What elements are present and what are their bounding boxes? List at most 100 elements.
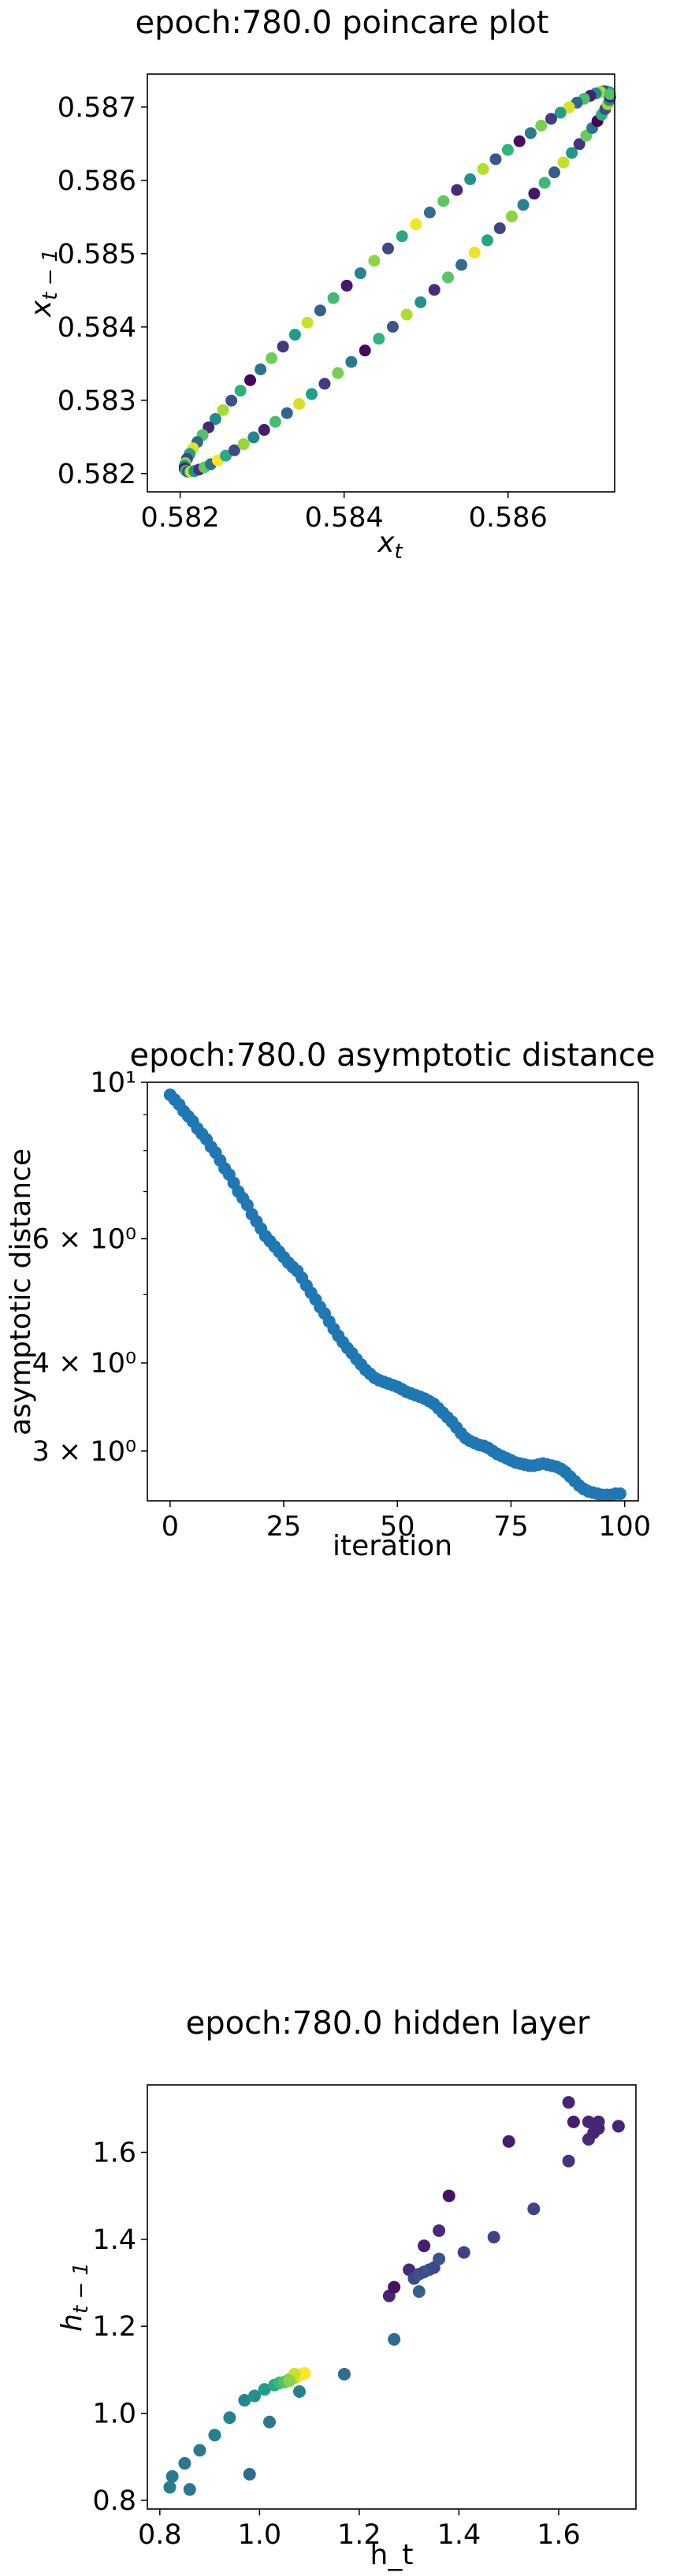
poincare-point [237, 438, 250, 451]
poincare-point [219, 449, 232, 462]
hidden-layer-point [283, 2374, 296, 2388]
hidden-layer-point [223, 2411, 236, 2425]
hidden-layer-y-ticks: 0.8 1.0 1.2 1.4 1.6 [92, 2138, 147, 2517]
poincare-point [468, 246, 481, 259]
poincare-point [382, 242, 395, 255]
x-tick-label: 1.4 [437, 2519, 481, 2551]
poincare-point [301, 316, 314, 329]
x-tick-label: 1.6 [537, 2519, 581, 2551]
poincare-point [244, 374, 257, 386]
y-tick-label: 0.583 [58, 385, 136, 417]
poincare-point [373, 333, 385, 345]
y-tick-label: 1.4 [92, 2224, 136, 2256]
hidden-layer-point [178, 2457, 191, 2470]
distance-point [613, 1487, 626, 1500]
poincare-x-ticks: 0.582 0.584 0.586 [141, 492, 548, 534]
hidden-layer-point [592, 2115, 605, 2128]
hidden-layer-point [298, 2366, 311, 2380]
poincare-point [332, 367, 344, 379]
asymptotic-distance-title: epoch:780.0 asymptotic distance [129, 1037, 655, 1074]
hidden-layer-title: epoch:780.0 hidden layer [186, 2005, 590, 2042]
poincare-point [535, 119, 548, 132]
poincare-points [178, 85, 616, 478]
poincare-point [234, 385, 247, 397]
hidden-layer-point [388, 2332, 401, 2346]
poincare-point [604, 87, 616, 100]
asymptotic-distance-x-axis-label: iteration [333, 1530, 452, 1562]
hidden-layer-point [258, 2383, 271, 2396]
hidden-layer-x-axis-label: h_t [370, 2539, 414, 2571]
hidden-layer-point [457, 2246, 470, 2259]
poincare-point [528, 188, 541, 200]
hidden-layer-point [183, 2483, 196, 2496]
asymptotic-distance-x-ticks: 0 25 50 75 100 [162, 1501, 651, 1543]
hidden-layer-point [612, 2120, 625, 2133]
hidden-layer-point [248, 2389, 262, 2403]
poincare-point [359, 344, 371, 357]
hidden-layer-point [163, 2481, 177, 2494]
poincare-point [414, 296, 427, 308]
poincare-point [288, 329, 301, 341]
poincare-point [428, 284, 441, 296]
poincare-x-axis-label: xt [377, 527, 403, 564]
poincare-point [255, 363, 267, 376]
hidden-layer-point [502, 2135, 515, 2148]
hidden-layer-point [527, 2202, 541, 2216]
hidden-layer-x-ticks: 0.8 1.0 1.2 1.4 1.6 [138, 2509, 581, 2551]
poincare-point [501, 143, 514, 156]
poincare-point [386, 321, 399, 333]
poincare-point [554, 106, 567, 119]
hidden-layer-points [163, 2096, 625, 2496]
poincare-point [563, 101, 575, 114]
poincare-point [209, 413, 221, 426]
poincare-point [400, 308, 413, 321]
hidden-layer-point [442, 2189, 455, 2202]
asymptotic-distance-frame [147, 1081, 639, 1502]
hidden-layer-point [567, 2115, 580, 2128]
x-tick-label: 0.582 [141, 502, 220, 534]
y-tick-label: 0.8 [92, 2485, 136, 2517]
y-tick-label: 1.2 [92, 2311, 136, 2343]
hidden-layer-y-axis-label: ht − 1 [56, 2262, 93, 2332]
x-tick-label: 0.586 [469, 502, 548, 534]
poincare-y-ticks: 0.582 0.583 0.584 0.585 0.586 0.587 [58, 92, 147, 490]
poincare-point [538, 177, 551, 189]
poincare-point [505, 210, 518, 223]
poincare-point [451, 184, 463, 196]
y-tick-label: 0.585 [58, 239, 136, 270]
poincare-point [354, 267, 366, 280]
poincare-point [442, 271, 455, 284]
y-tick-label: 1.0 [92, 2399, 136, 2430]
hidden-layer-point [582, 2115, 595, 2128]
poincare-point [437, 195, 450, 207]
poincare-point [217, 404, 229, 416]
x-tick-label: 0 [162, 1511, 179, 1543]
x-tick-label: 1.0 [238, 2519, 282, 2551]
poincare-plot-title: epoch:780.0 poincare plot [136, 5, 549, 41]
poincare-point [573, 138, 585, 151]
y-tick-label: 0.584 [58, 312, 136, 344]
poincare-point [247, 431, 260, 444]
x-tick-label: 0.8 [138, 2519, 182, 2551]
poincare-point [318, 378, 331, 390]
x-tick-label: 100 [598, 1511, 651, 1543]
asymptotic-distance-y-axis-label: asymptotic distance [5, 1148, 37, 1435]
hidden-layer-point [418, 2239, 431, 2253]
poincare-point [368, 255, 381, 267]
hidden-layer-point [292, 2385, 306, 2399]
hidden-layer-point [193, 2444, 206, 2457]
poincare-y-axis-label: xt − 1 [25, 249, 62, 318]
poincare-point [517, 199, 530, 211]
poincare-point [455, 259, 468, 271]
hidden-layer-point [412, 2285, 426, 2299]
hidden-layer-chart: epoch:780.0 hidden layer 0.8 1.0 1.2 1.4 1.6… [56, 2005, 637, 2571]
poincare-point [293, 397, 306, 410]
asymptotic-distance-points [163, 1088, 626, 1502]
hidden-layer-point [433, 2252, 446, 2265]
x-tick-label: 50 [380, 1511, 415, 1543]
asymptotic-distance-chart: epoch:780.0 asymptotic distance 0 25 50 75 1… [5, 1037, 656, 1562]
poincare-point [513, 135, 526, 147]
y-tick-label: 10¹ [90, 1067, 136, 1099]
poincare-plot-frame [147, 73, 615, 493]
hidden-layer-frame [147, 2084, 637, 2510]
